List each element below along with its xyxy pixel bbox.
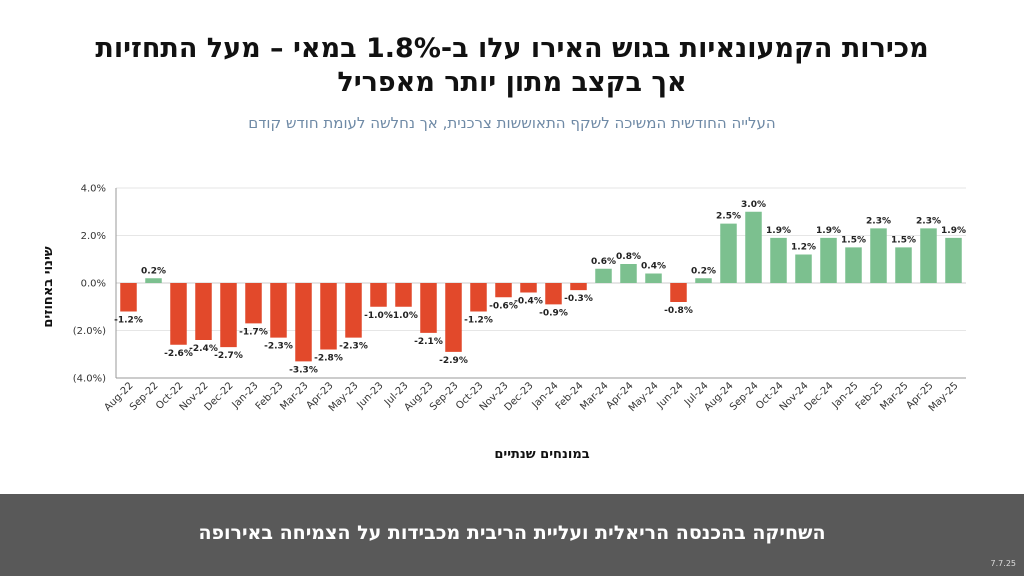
bar [920,228,937,283]
bar [895,247,912,283]
y-tick-label: 0.0% [81,279,106,290]
data-label: -2.3% [339,342,368,352]
data-label: 2.3% [866,216,891,226]
data-label: 3.0% [741,200,766,210]
bar [570,283,587,291]
data-label: -1.7% [239,327,268,337]
data-label: 0.4% [641,262,666,272]
x-tick-label: Sep-23 [428,380,461,413]
data-label: 1.5% [891,235,916,245]
grid-layer [115,187,966,379]
y-axis-title: שינוי באחוזים [41,246,56,327]
bar [395,283,412,307]
bar [595,268,612,283]
x-tick-label: Jun-24 [655,380,686,411]
bar [795,254,812,283]
bar [945,237,962,283]
x-tick-label: Mar-23 [278,380,310,412]
bar-layer [120,211,962,362]
data-label: -0.4% [514,297,543,307]
bar [270,283,287,338]
bar [520,283,537,293]
bar [295,283,312,362]
bar [370,283,387,307]
data-label: -1.0% [364,311,393,321]
data-label: 1.9% [766,226,791,236]
bar [445,283,462,352]
data-label: 1.9% [941,226,966,236]
bar [245,283,262,324]
bar [120,283,137,312]
bar [495,283,512,298]
data-label: -2.1% [414,337,443,347]
data-label: 0.2% [691,266,716,276]
y-tick-label: 4.0% [81,184,106,195]
data-label: -2.3% [264,342,293,352]
bar [770,237,787,283]
y-tick-label: 2.0% [81,231,106,242]
title-line-2: אך בקצב מתון יותר מאפריל [337,67,687,98]
retail-sales-bar-chart: 4.0%2.0%0.0%(2.0%)(4.0%)-1.2%Aug-220.2%S… [41,184,966,462]
data-label: -2.9% [439,356,468,366]
footer-date: 7.7.25 [990,559,1016,568]
bar [645,273,662,283]
bar [420,283,437,333]
bar [145,278,162,283]
data-label: 0.8% [616,252,641,262]
data-label: 1.5% [841,235,866,245]
x-tick-label: Mar-25 [878,380,910,412]
bar [545,283,562,305]
data-label: -0.9% [539,308,568,318]
data-label: -2.6% [164,349,193,359]
data-label: -1.0% [389,311,418,321]
y-tick-label: (2.0%) [73,326,106,337]
data-label: 0.2% [141,266,166,276]
bar [670,283,687,302]
bar [170,283,187,345]
data-label: 2.5% [716,212,741,222]
data-label: -1.2% [464,316,493,326]
x-axis-title: במונחים שנתיים [494,447,589,462]
bar [195,283,212,340]
data-label: -3.3% [289,365,318,375]
data-label: -0.6% [489,301,518,311]
title-line-1: מכירות הקמעונאיות בגוש האירו עלו ב-1.8% … [95,33,929,64]
bar [345,283,362,338]
data-label: 2.3% [916,216,941,226]
bar [870,228,887,283]
data-label: -0.8% [664,306,693,316]
bar [320,283,337,350]
data-label: -2.4% [189,344,218,354]
data-label: -2.7% [214,351,243,361]
y-tick-label: (4.0%) [73,374,106,385]
x-tick-label: Mar-24 [578,380,610,412]
subtitle: העלייה החודשית המשיכה לשקף התאוששות צרכנ… [248,114,776,132]
x-tick-label: Sep-24 [728,380,761,413]
bar [845,247,862,283]
bar [620,264,637,283]
data-label: -0.3% [564,294,593,304]
page-title: מכירות הקמעונאיות בגוש האירו עלו ב-1.8% … [0,32,1024,100]
bar [820,237,837,283]
bar [720,223,737,283]
x-tick-label: Jun-23 [355,380,386,411]
data-label: 0.6% [591,257,616,267]
bar [470,283,487,312]
data-label: 1.2% [791,243,816,253]
bar [220,283,237,348]
footer-banner: השחיקה בהכנסה הריאלית ועליית הריבית מכבי… [0,494,1024,576]
footer-text: השחיקה בהכנסה הריאלית ועליית הריבית מכבי… [198,522,826,544]
bar [745,211,762,283]
data-label: 1.9% [816,226,841,236]
bar [695,278,712,283]
data-label: -1.2% [114,316,143,326]
x-tick-label: Sep-22 [128,380,161,413]
data-label: -2.8% [314,354,343,364]
